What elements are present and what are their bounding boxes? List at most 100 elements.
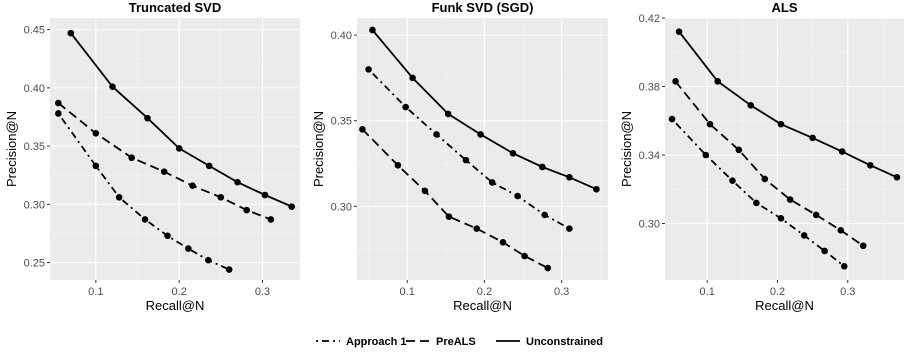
y-axis-label: Precision@N: [4, 111, 19, 187]
series-line-approach-1: [367, 68, 570, 230]
x-tick-label: 0.3: [840, 286, 855, 298]
data-point-approach-1: [840, 263, 848, 270]
x-axis-label: Recall@N: [755, 298, 814, 313]
x-tick-label: 0.2: [477, 286, 492, 298]
x-tick-label: 0.2: [172, 286, 187, 298]
x-axis-label: Recall@N: [146, 298, 205, 313]
data-point-approach-1: [566, 225, 573, 232]
data-point-preals: [521, 252, 528, 260]
data-point-approach-1: [365, 66, 372, 73]
data-point-preals: [761, 175, 769, 183]
data-point-preals: [217, 194, 225, 201]
x-tick-label: 0.2: [770, 286, 785, 298]
legend-label-approach-1: Approach 1: [346, 336, 407, 348]
data-point-unconstrained: [288, 203, 295, 210]
x-tick-label: 0.1: [88, 286, 103, 298]
series-line-unconstrained: [678, 31, 898, 179]
data-point-unconstrained: [747, 102, 755, 109]
data-point-approach-1: [141, 216, 149, 223]
data-point-approach-1: [729, 177, 736, 184]
data-point-unconstrained: [566, 173, 573, 181]
y-tick-label: 0.30: [24, 199, 45, 211]
y-tick-label: 0.40: [24, 83, 45, 95]
legend: Approach 1 PreALS Unconstrained: [316, 336, 603, 348]
data-point-preals: [160, 168, 168, 176]
y-tick-label: 0.35: [331, 116, 352, 128]
chart-panel-1: 0.1 0.2 0.3 0.25 0.30 0.35 0.40 0.45 Truncated S…: [4, 0, 300, 313]
series-line-preals: [361, 128, 549, 269]
data-point-approach-1: [402, 103, 409, 111]
data-point-unconstrained: [714, 78, 722, 85]
data-point-preals: [55, 99, 62, 107]
chart-panel-3: 0.1 0.2 0.3 0.30 0.34 0.38 0.42 ALS Recall@N Prec…: [619, 0, 904, 313]
panel-background: [665, 18, 904, 280]
y-tick-label: 0.42: [639, 13, 660, 25]
x-tick-label: 0.3: [255, 286, 270, 298]
y-axis-label: Precision@N: [311, 111, 326, 187]
data-point-preals: [243, 206, 250, 214]
data-point-unconstrained: [109, 83, 116, 91]
legend-label-unconstrained: Unconstrained: [526, 336, 603, 348]
data-point-approach-1: [185, 245, 192, 252]
data-point-preals: [445, 213, 453, 220]
series-line-preals: [674, 80, 864, 247]
data-point-preals: [499, 239, 507, 246]
data-point-approach-1: [821, 247, 828, 255]
data-point-approach-1: [55, 110, 62, 117]
data-point-preals: [859, 242, 867, 250]
data-point-preals: [706, 120, 714, 128]
data-point-preals: [672, 78, 679, 85]
data-point-unconstrained: [809, 134, 816, 142]
data-point-unconstrained: [144, 114, 151, 122]
data-point-unconstrained: [866, 161, 874, 169]
x-tick-label: 0.1: [400, 286, 415, 298]
x-axis-label: Recall@N: [453, 298, 512, 313]
data-point-unconstrained: [67, 29, 75, 37]
data-point-preals: [359, 126, 366, 133]
panel-title: ALS: [772, 0, 798, 15]
data-point-unconstrained: [261, 191, 269, 199]
data-point-approach-1: [668, 115, 676, 123]
data-point-approach-1: [462, 156, 470, 164]
data-point-preals: [394, 161, 402, 169]
data-point-preals: [837, 227, 845, 234]
data-point-unconstrained: [777, 120, 785, 128]
data-point-approach-1: [800, 232, 808, 239]
data-point-approach-1: [164, 232, 171, 240]
y-tick-label: 0.30: [639, 218, 660, 230]
data-point-approach-1: [777, 215, 785, 222]
data-point-unconstrained: [675, 28, 683, 35]
data-point-approach-1: [225, 266, 233, 273]
data-point-preals: [735, 146, 743, 154]
y-tick-label: 0.30: [331, 201, 352, 213]
data-point-unconstrained: [477, 131, 484, 138]
data-point-unconstrained: [593, 185, 600, 193]
y-tick-label: 0.45: [24, 25, 45, 37]
series-line-unconstrained: [70, 32, 293, 208]
data-point-approach-1: [541, 211, 548, 219]
data-point-approach-1: [514, 192, 521, 200]
plot-area: [668, 28, 901, 270]
chart-panel-2: 0.1 0.2 0.3 0.30 0.35 0.40 Funk SVD (SGD) Recal…: [311, 0, 608, 313]
data-point-preals: [812, 211, 820, 219]
data-point-approach-1: [702, 151, 710, 159]
x-tick-label: 0.3: [554, 286, 569, 298]
data-point-unconstrained: [539, 163, 546, 171]
data-point-unconstrained: [369, 26, 376, 34]
x-tick-label: 0.1: [700, 286, 715, 298]
data-point-unconstrained: [838, 148, 846, 155]
series-line-approach-1: [671, 118, 845, 268]
data-point-unconstrained: [509, 149, 517, 157]
data-point-preals: [473, 225, 481, 232]
data-point-preals: [128, 154, 135, 162]
legend-label-preals: PreALS: [436, 336, 476, 348]
y-tick-label: 0.40: [331, 30, 352, 42]
data-point-unconstrained: [234, 178, 241, 186]
data-point-preals: [92, 129, 100, 137]
data-point-approach-1: [753, 199, 760, 207]
y-tick-label: 0.35: [24, 141, 45, 153]
data-point-preals: [786, 196, 794, 203]
plot-area: [55, 29, 295, 273]
y-tick-label: 0.25: [24, 258, 45, 270]
